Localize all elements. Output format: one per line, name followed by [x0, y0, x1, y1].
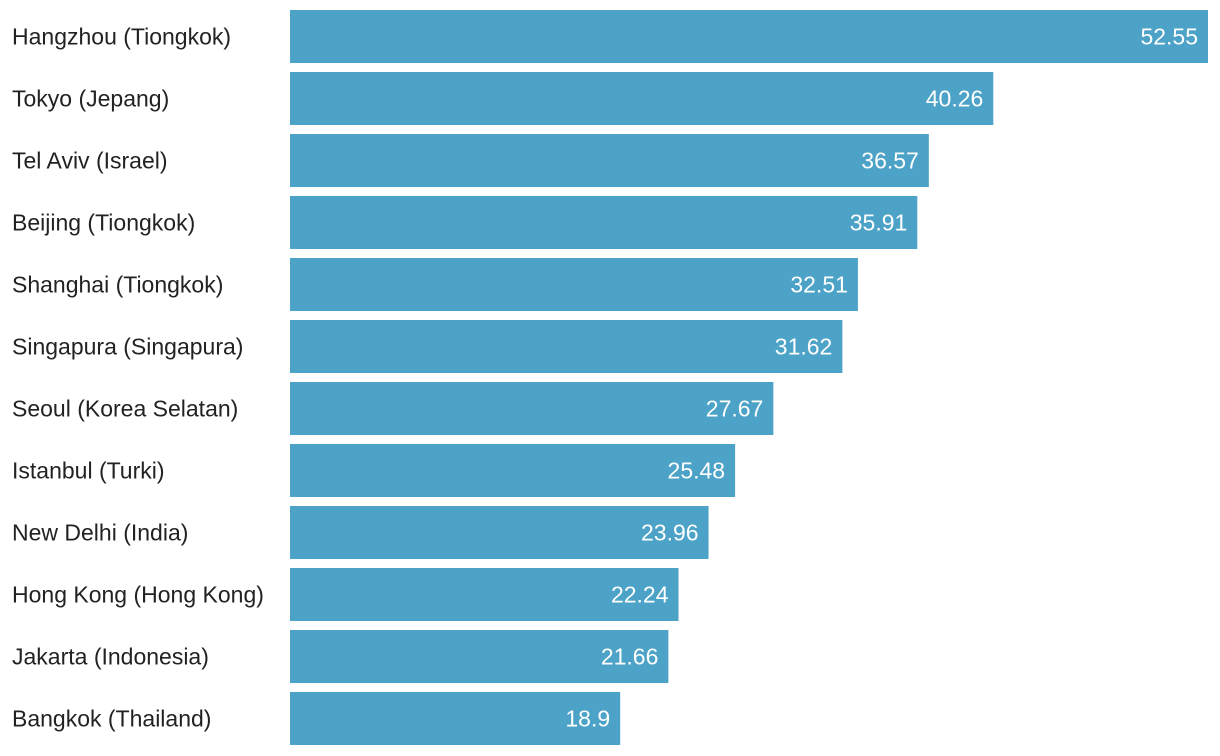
category-label: New Delhi (India)	[12, 520, 188, 546]
bar	[290, 692, 621, 745]
category-label: Bangkok (Thailand)	[12, 706, 211, 732]
bar	[290, 568, 679, 621]
value-label: 22.24	[611, 582, 669, 608]
category-label: Shanghai (Tiongkok)	[12, 272, 223, 298]
bar	[290, 134, 929, 187]
category-label: Singapura (Singapura)	[12, 334, 243, 360]
bars-group: Hangzhou (Tiongkok) 52.55 Tokyo (Jepang) 40…	[12, 10, 1208, 745]
category-label: Beijing (Tiongkok)	[12, 210, 195, 236]
value-label: 52.55	[1140, 24, 1198, 50]
value-label: 21.66	[601, 644, 659, 670]
category-label: Seoul (Korea Selatan)	[12, 396, 238, 422]
bar	[290, 630, 669, 683]
bar	[290, 258, 858, 311]
bar	[290, 196, 918, 249]
category-label: Hangzhou (Tiongkok)	[12, 24, 231, 50]
value-label: 35.91	[850, 210, 908, 236]
value-label: 25.48	[668, 458, 726, 484]
value-label: 31.62	[775, 334, 833, 360]
category-label: Hong Kong (Hong Kong)	[12, 582, 264, 608]
bar	[290, 506, 709, 559]
bar	[290, 382, 774, 435]
value-label: 18.9	[565, 706, 610, 732]
bar	[290, 444, 736, 497]
value-label: 36.57	[861, 148, 919, 174]
category-label: Jakarta (Indonesia)	[12, 644, 209, 670]
category-label: Tokyo (Jepang)	[12, 86, 169, 112]
bar	[290, 320, 843, 373]
bar	[290, 10, 1208, 63]
bar	[290, 72, 994, 125]
category-label: Istanbul (Turki)	[12, 458, 165, 484]
value-label: 32.51	[790, 272, 848, 298]
value-label: 27.67	[706, 396, 764, 422]
category-label: Tel Aviv (Israel)	[12, 148, 168, 174]
value-label: 23.96	[641, 520, 699, 546]
value-label: 40.26	[926, 86, 984, 112]
